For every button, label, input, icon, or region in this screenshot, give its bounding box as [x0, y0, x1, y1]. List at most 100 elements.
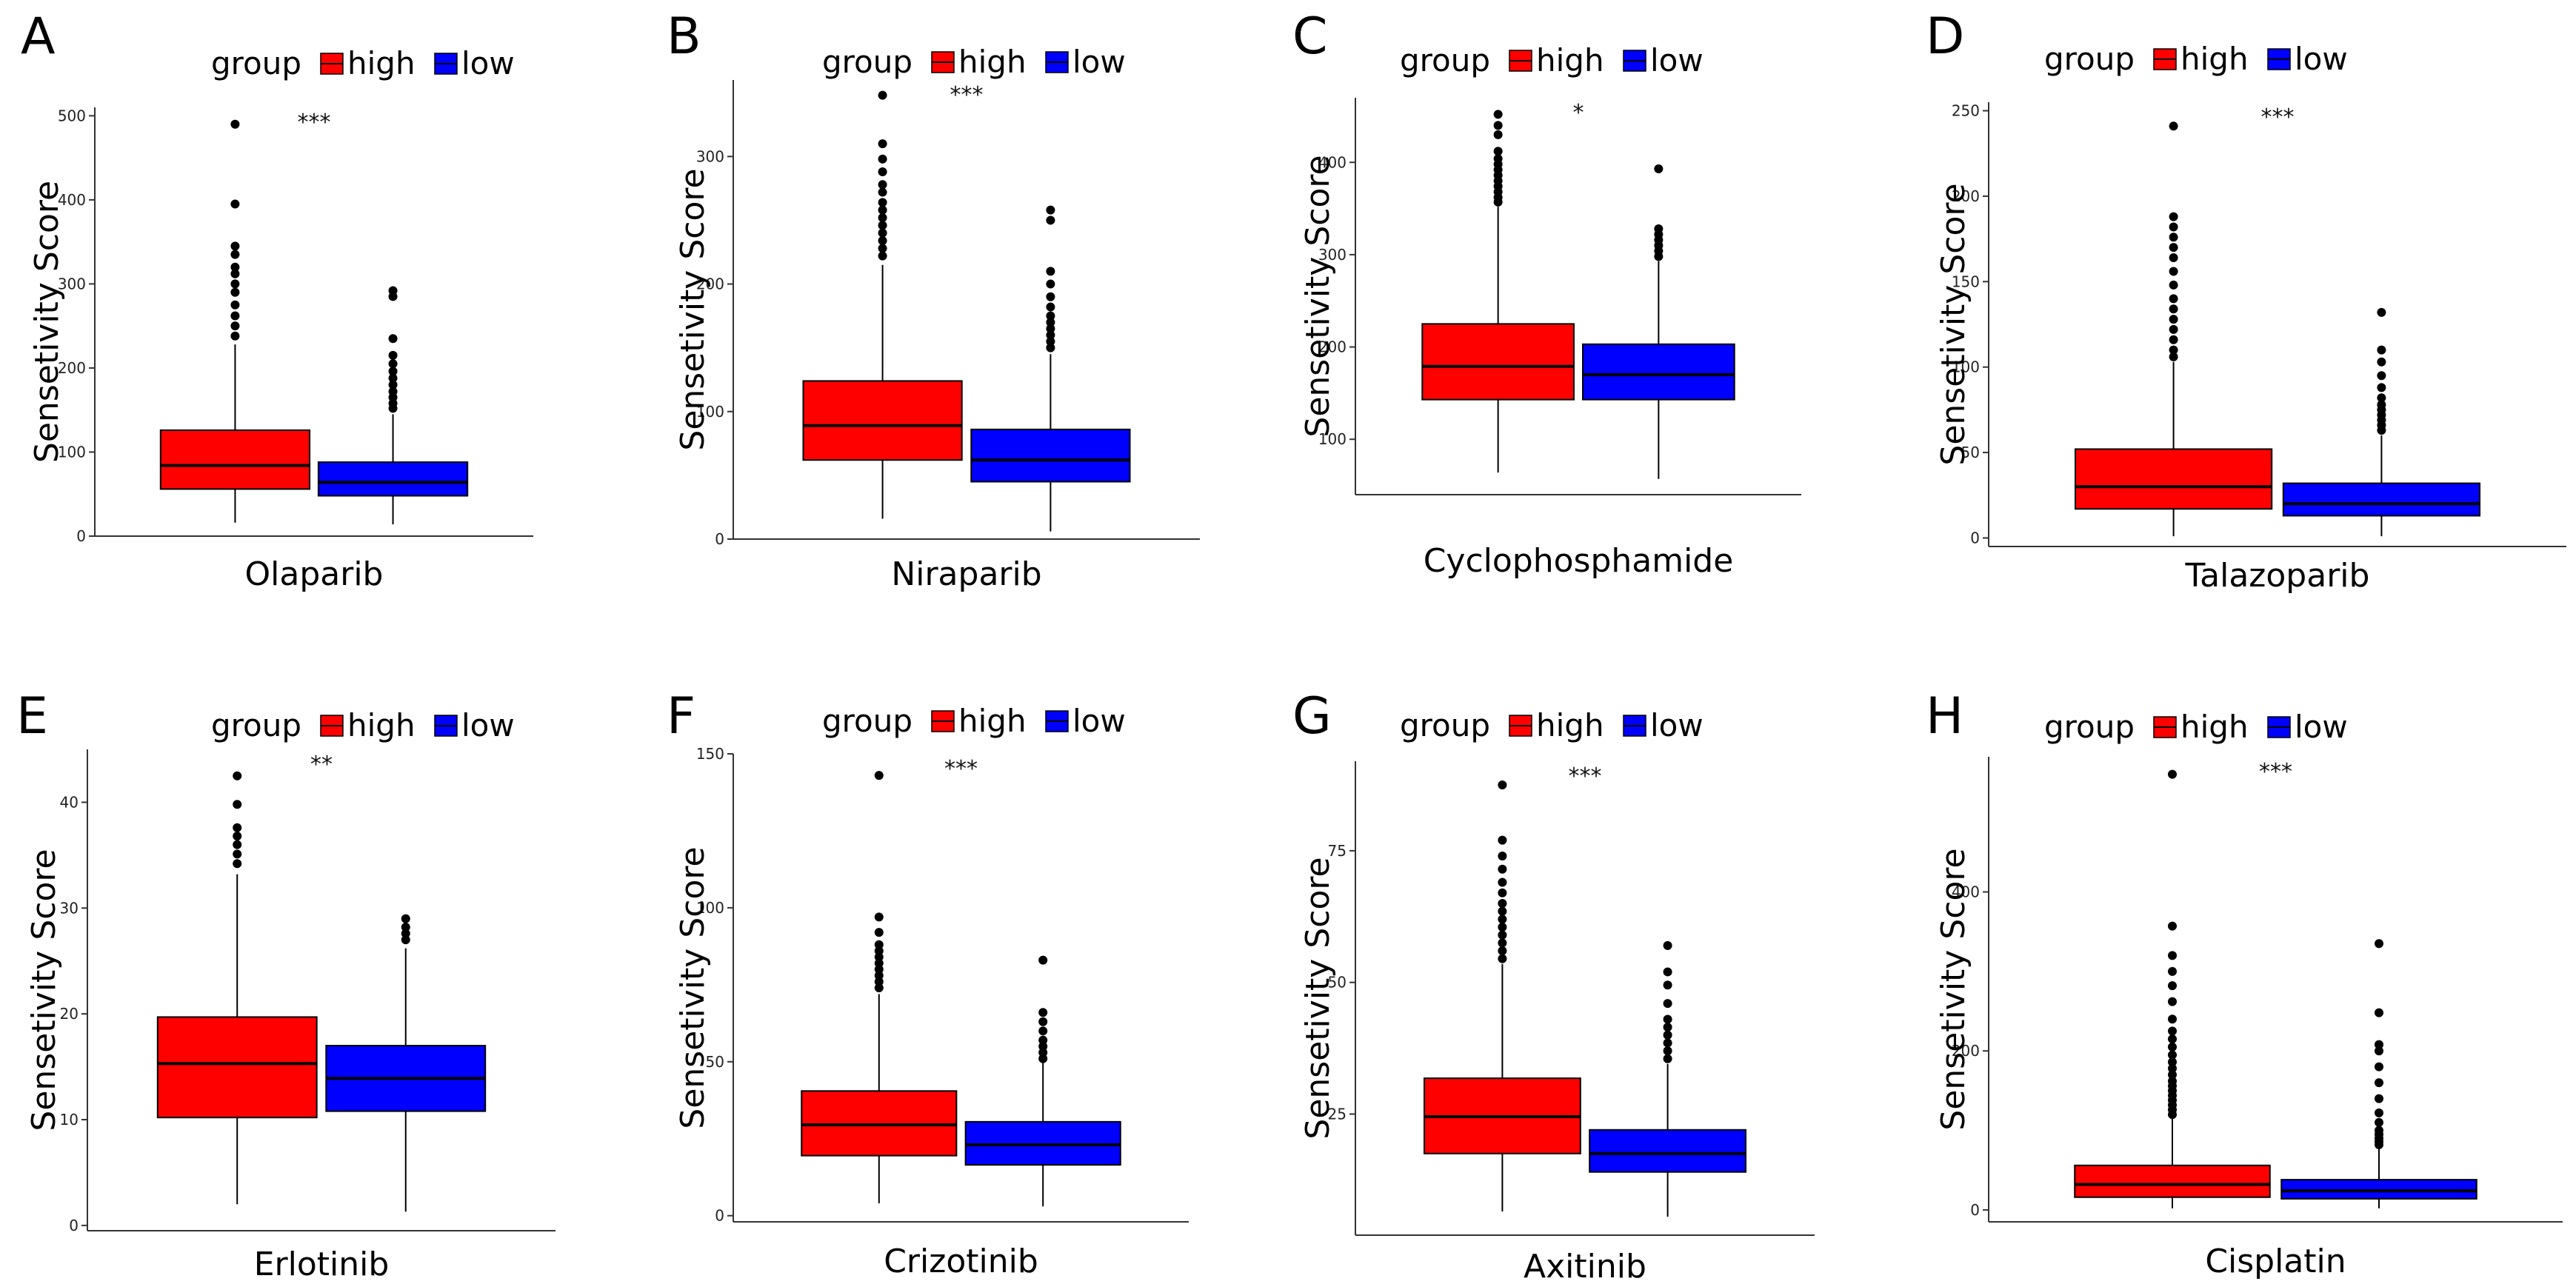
legend-label-high: high — [2180, 41, 2249, 77]
outlier-point — [2168, 1026, 2177, 1036]
outlier-point — [1046, 215, 1055, 225]
outlier-point — [2169, 352, 2178, 361]
outlier-point — [878, 213, 887, 222]
y-tick-label: 150 — [696, 745, 724, 763]
y-axis-label: Sensetivity Score — [1299, 857, 1337, 1139]
y-tick-label: 150 — [1952, 273, 1980, 290]
outlier-point — [233, 800, 242, 809]
significance-label: ** — [310, 752, 333, 778]
outlier-point — [1663, 999, 1672, 1009]
outlier-point — [2169, 304, 2178, 314]
legend-label-high: high — [347, 45, 416, 81]
y-tick-label: 0 — [715, 530, 724, 548]
outlier-point — [2375, 1126, 2383, 1135]
outlier-point — [1498, 946, 1507, 955]
outlier-point — [1046, 292, 1055, 301]
outlier-point — [388, 373, 398, 383]
outlier-point — [388, 380, 398, 390]
outlier-point — [2169, 280, 2178, 290]
legend-label-high: high — [347, 707, 416, 743]
outlier-point — [874, 771, 884, 780]
box-iqr — [964, 1120, 1121, 1166]
x-axis-label: Niraparib — [891, 555, 1041, 593]
y-tick-label: 0 — [715, 1207, 724, 1225]
y-tick-label: 0 — [1970, 529, 1980, 546]
y-tick-label: 300 — [1318, 246, 1347, 264]
x-axis-label: Talazoparib — [2185, 557, 2370, 595]
legend: group high low — [1400, 42, 1704, 78]
legend-label-high: high — [1536, 42, 1604, 78]
outlier-point — [1663, 967, 1672, 977]
legend: group high low — [2044, 709, 2348, 745]
outlier-point — [878, 205, 887, 215]
outlier-point — [1663, 1030, 1672, 1040]
outlier-point — [401, 929, 410, 938]
outlier-point — [878, 198, 887, 207]
outlier-point — [2168, 1057, 2177, 1067]
y-tick-label: 50 — [706, 1053, 724, 1071]
outlier-point — [1663, 980, 1672, 990]
legend-title: group — [211, 707, 301, 743]
outlier-point — [233, 859, 242, 869]
outlier-point — [878, 251, 887, 261]
outlier-point — [874, 971, 884, 980]
outlier-point — [401, 935, 410, 945]
outlier-point — [874, 912, 884, 922]
box-iqr — [1421, 323, 1575, 401]
panel-letter: G — [1292, 687, 1332, 746]
box-high — [156, 771, 318, 1205]
box-iqr — [2074, 1164, 2271, 1198]
outlier-point — [233, 840, 242, 849]
outlier-point — [2168, 1070, 2177, 1080]
legend-title: group — [822, 44, 912, 80]
outlier-point — [388, 387, 398, 396]
panel-letter: H — [1926, 687, 1963, 746]
box-iqr — [802, 380, 963, 461]
outlier-point — [878, 236, 887, 245]
y-axis-label: Sensetivity Score — [25, 849, 63, 1131]
y-axis-label: Sensetivity Score — [1935, 848, 1972, 1130]
outlier-point — [1046, 318, 1055, 327]
outlier-point — [1493, 121, 1503, 130]
y-tick-label: 250 — [1952, 102, 1980, 120]
outlier-point — [230, 287, 240, 297]
outlier-point — [2168, 997, 2177, 1006]
outlier-point — [1046, 279, 1055, 289]
y-axis-label: Sensetivity Score — [674, 168, 712, 450]
box-high — [159, 119, 311, 523]
outlier-point — [2377, 383, 2386, 392]
outlier-point — [2375, 1008, 2383, 1017]
outlier-point — [388, 286, 398, 295]
outlier-point — [874, 977, 884, 986]
outlier-point — [230, 250, 240, 259]
outlier-point — [1654, 164, 1664, 173]
outlier-point — [388, 334, 398, 344]
box-low — [1582, 164, 1735, 479]
y-tick-label: 400 — [1952, 883, 1980, 900]
legend-label-low: low — [1072, 703, 1126, 739]
y-axis-label: Sensetivity Score — [1935, 183, 1972, 465]
outlier-point — [230, 262, 240, 272]
outlier-point — [2168, 1063, 2177, 1073]
outlier-point — [2169, 345, 2178, 355]
box-low — [317, 286, 469, 525]
x-axis-label: Cisplatin — [2205, 1243, 2346, 1280]
outlier-point — [2168, 1042, 2177, 1052]
box-low — [325, 914, 487, 1212]
outlier-point — [1046, 324, 1055, 333]
box-iqr — [2282, 482, 2481, 517]
outlier-point — [2377, 400, 2386, 410]
outlier-point — [2169, 212, 2178, 221]
outlier-point — [2377, 371, 2386, 381]
outlier-point — [2169, 243, 2178, 253]
y-tick-label: 500 — [58, 107, 86, 124]
outlier-point — [230, 311, 240, 321]
outlier-point — [1046, 302, 1055, 312]
box-iqr — [156, 1016, 318, 1119]
outlier-point — [878, 221, 887, 230]
y-tick-label: 100 — [696, 403, 724, 421]
outlier-point — [1498, 923, 1507, 932]
x-axis-label: Olaparib — [245, 555, 384, 593]
legend-label-high: high — [1536, 707, 1604, 743]
legend-title: group — [2044, 41, 2135, 77]
